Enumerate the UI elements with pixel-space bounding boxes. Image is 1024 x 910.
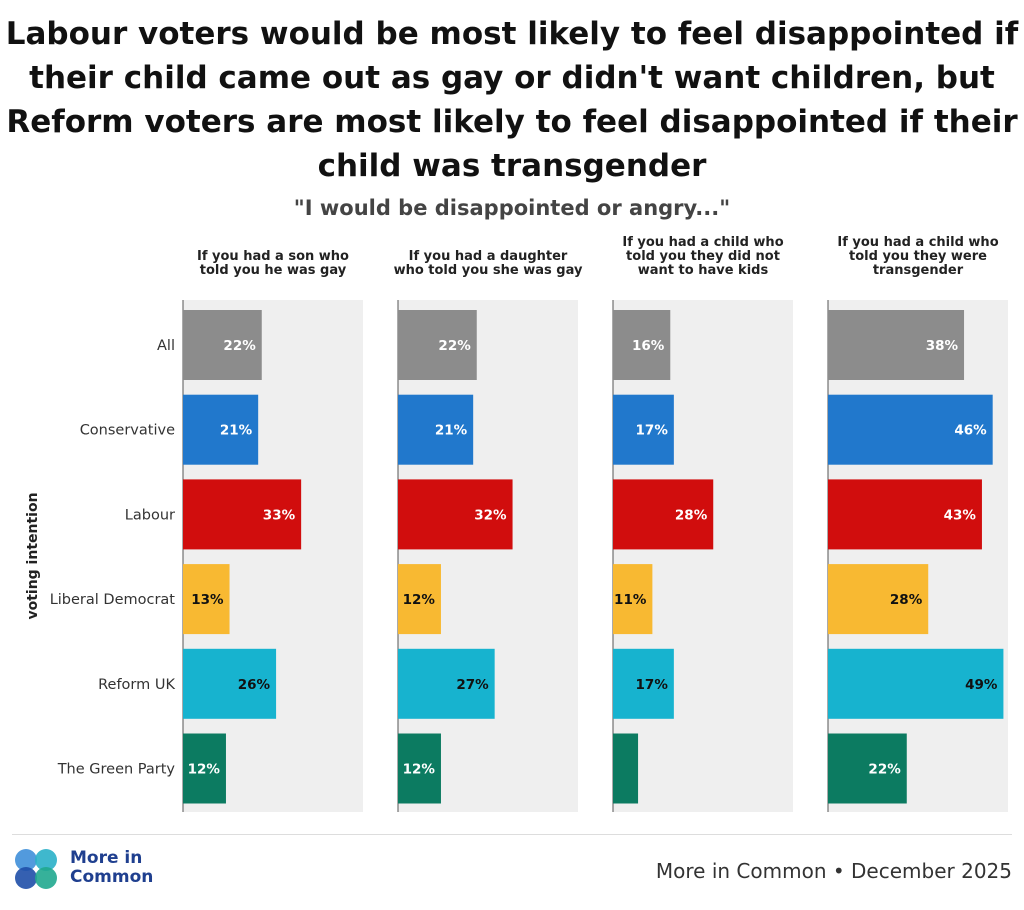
category-label: All <box>157 338 175 354</box>
data-label: 43% <box>944 507 977 523</box>
chart-subtitle: "I would be disappointed or angry..." <box>293 196 731 220</box>
data-label: 21% <box>435 423 468 439</box>
data-label: 16% <box>632 338 665 354</box>
panel-title: If you had a child who <box>622 235 783 250</box>
panel-background <box>398 300 578 812</box>
bar <box>613 394 674 465</box>
data-label: 21% <box>220 423 253 439</box>
panel-background <box>828 300 1008 812</box>
bar <box>183 310 262 380</box>
bar <box>613 310 671 380</box>
panel-title: who told you she was gay <box>394 263 583 278</box>
category-label: Conservative <box>80 423 175 439</box>
panel-title: If you had a child who <box>837 235 998 250</box>
category-label: Liberal Democrat <box>50 592 176 608</box>
bar <box>613 733 639 804</box>
data-label: 28% <box>675 507 708 523</box>
more-in-common-logo-icon <box>15 849 57 889</box>
source-credit: More in Common • December 2025 <box>655 859 1012 883</box>
data-label: 46% <box>954 423 987 439</box>
panel-title: told you they did not <box>626 249 780 264</box>
bar <box>398 394 474 465</box>
bar <box>183 733 226 804</box>
bar <box>613 648 674 719</box>
chart-title: Labour voters would be most likely to fe… <box>5 16 1019 184</box>
bar <box>828 564 929 635</box>
bar <box>398 733 441 804</box>
panel-title: told you he was gay <box>200 263 347 278</box>
bar <box>183 648 277 719</box>
data-label: 32% <box>474 507 507 523</box>
chart-area: All Conservative Labour Liberal Democrat Ref… <box>25 235 1008 812</box>
data-label: 17% <box>636 423 669 439</box>
data-label: 38% <box>926 338 959 354</box>
data-label: 12% <box>403 592 436 608</box>
bar <box>398 310 477 380</box>
panel-title: want to have kids <box>638 263 769 278</box>
category-label: Reform UK <box>98 677 175 693</box>
data-label: 26% <box>238 677 271 693</box>
bar <box>828 648 1004 719</box>
panel-title: transgender <box>873 263 964 278</box>
bar <box>398 648 495 719</box>
bar <box>183 394 259 465</box>
data-label: 17% <box>636 677 669 693</box>
data-label: 49% <box>965 677 998 693</box>
data-label: 13% <box>191 592 224 608</box>
bar <box>613 564 653 635</box>
data-label: 28% <box>890 592 923 608</box>
y-axis-title: voting intention <box>25 492 41 619</box>
data-label: 22% <box>438 338 471 354</box>
bar <box>183 479 302 550</box>
bar <box>828 394 993 465</box>
bar <box>613 479 714 550</box>
panel-title: If you had a daughter <box>409 249 568 264</box>
logo-wordmark: More in Common <box>70 849 153 887</box>
data-label: 12% <box>403 762 436 778</box>
category-label: Labour <box>125 507 175 523</box>
bar <box>828 310 965 380</box>
category-label: The Green Party <box>57 762 176 778</box>
data-label: 22% <box>223 338 256 354</box>
data-label: 33% <box>263 507 296 523</box>
logo-line-1: More in <box>70 848 143 868</box>
logo-line-2: Common <box>70 867 154 887</box>
bar <box>828 733 907 804</box>
bar <box>398 564 441 635</box>
bar <box>398 479 513 550</box>
panel-title: told you they were <box>849 249 987 264</box>
panel-background <box>613 300 793 812</box>
data-label: 27% <box>456 677 489 693</box>
bar <box>828 479 982 550</box>
data-label: 12% <box>188 762 221 778</box>
footer-divider <box>12 834 1012 835</box>
bar <box>183 564 230 635</box>
data-label: 22% <box>868 762 901 778</box>
panel-background <box>183 300 363 812</box>
panel-title: If you had a son who <box>197 249 349 264</box>
data-label: 11% <box>614 592 647 608</box>
